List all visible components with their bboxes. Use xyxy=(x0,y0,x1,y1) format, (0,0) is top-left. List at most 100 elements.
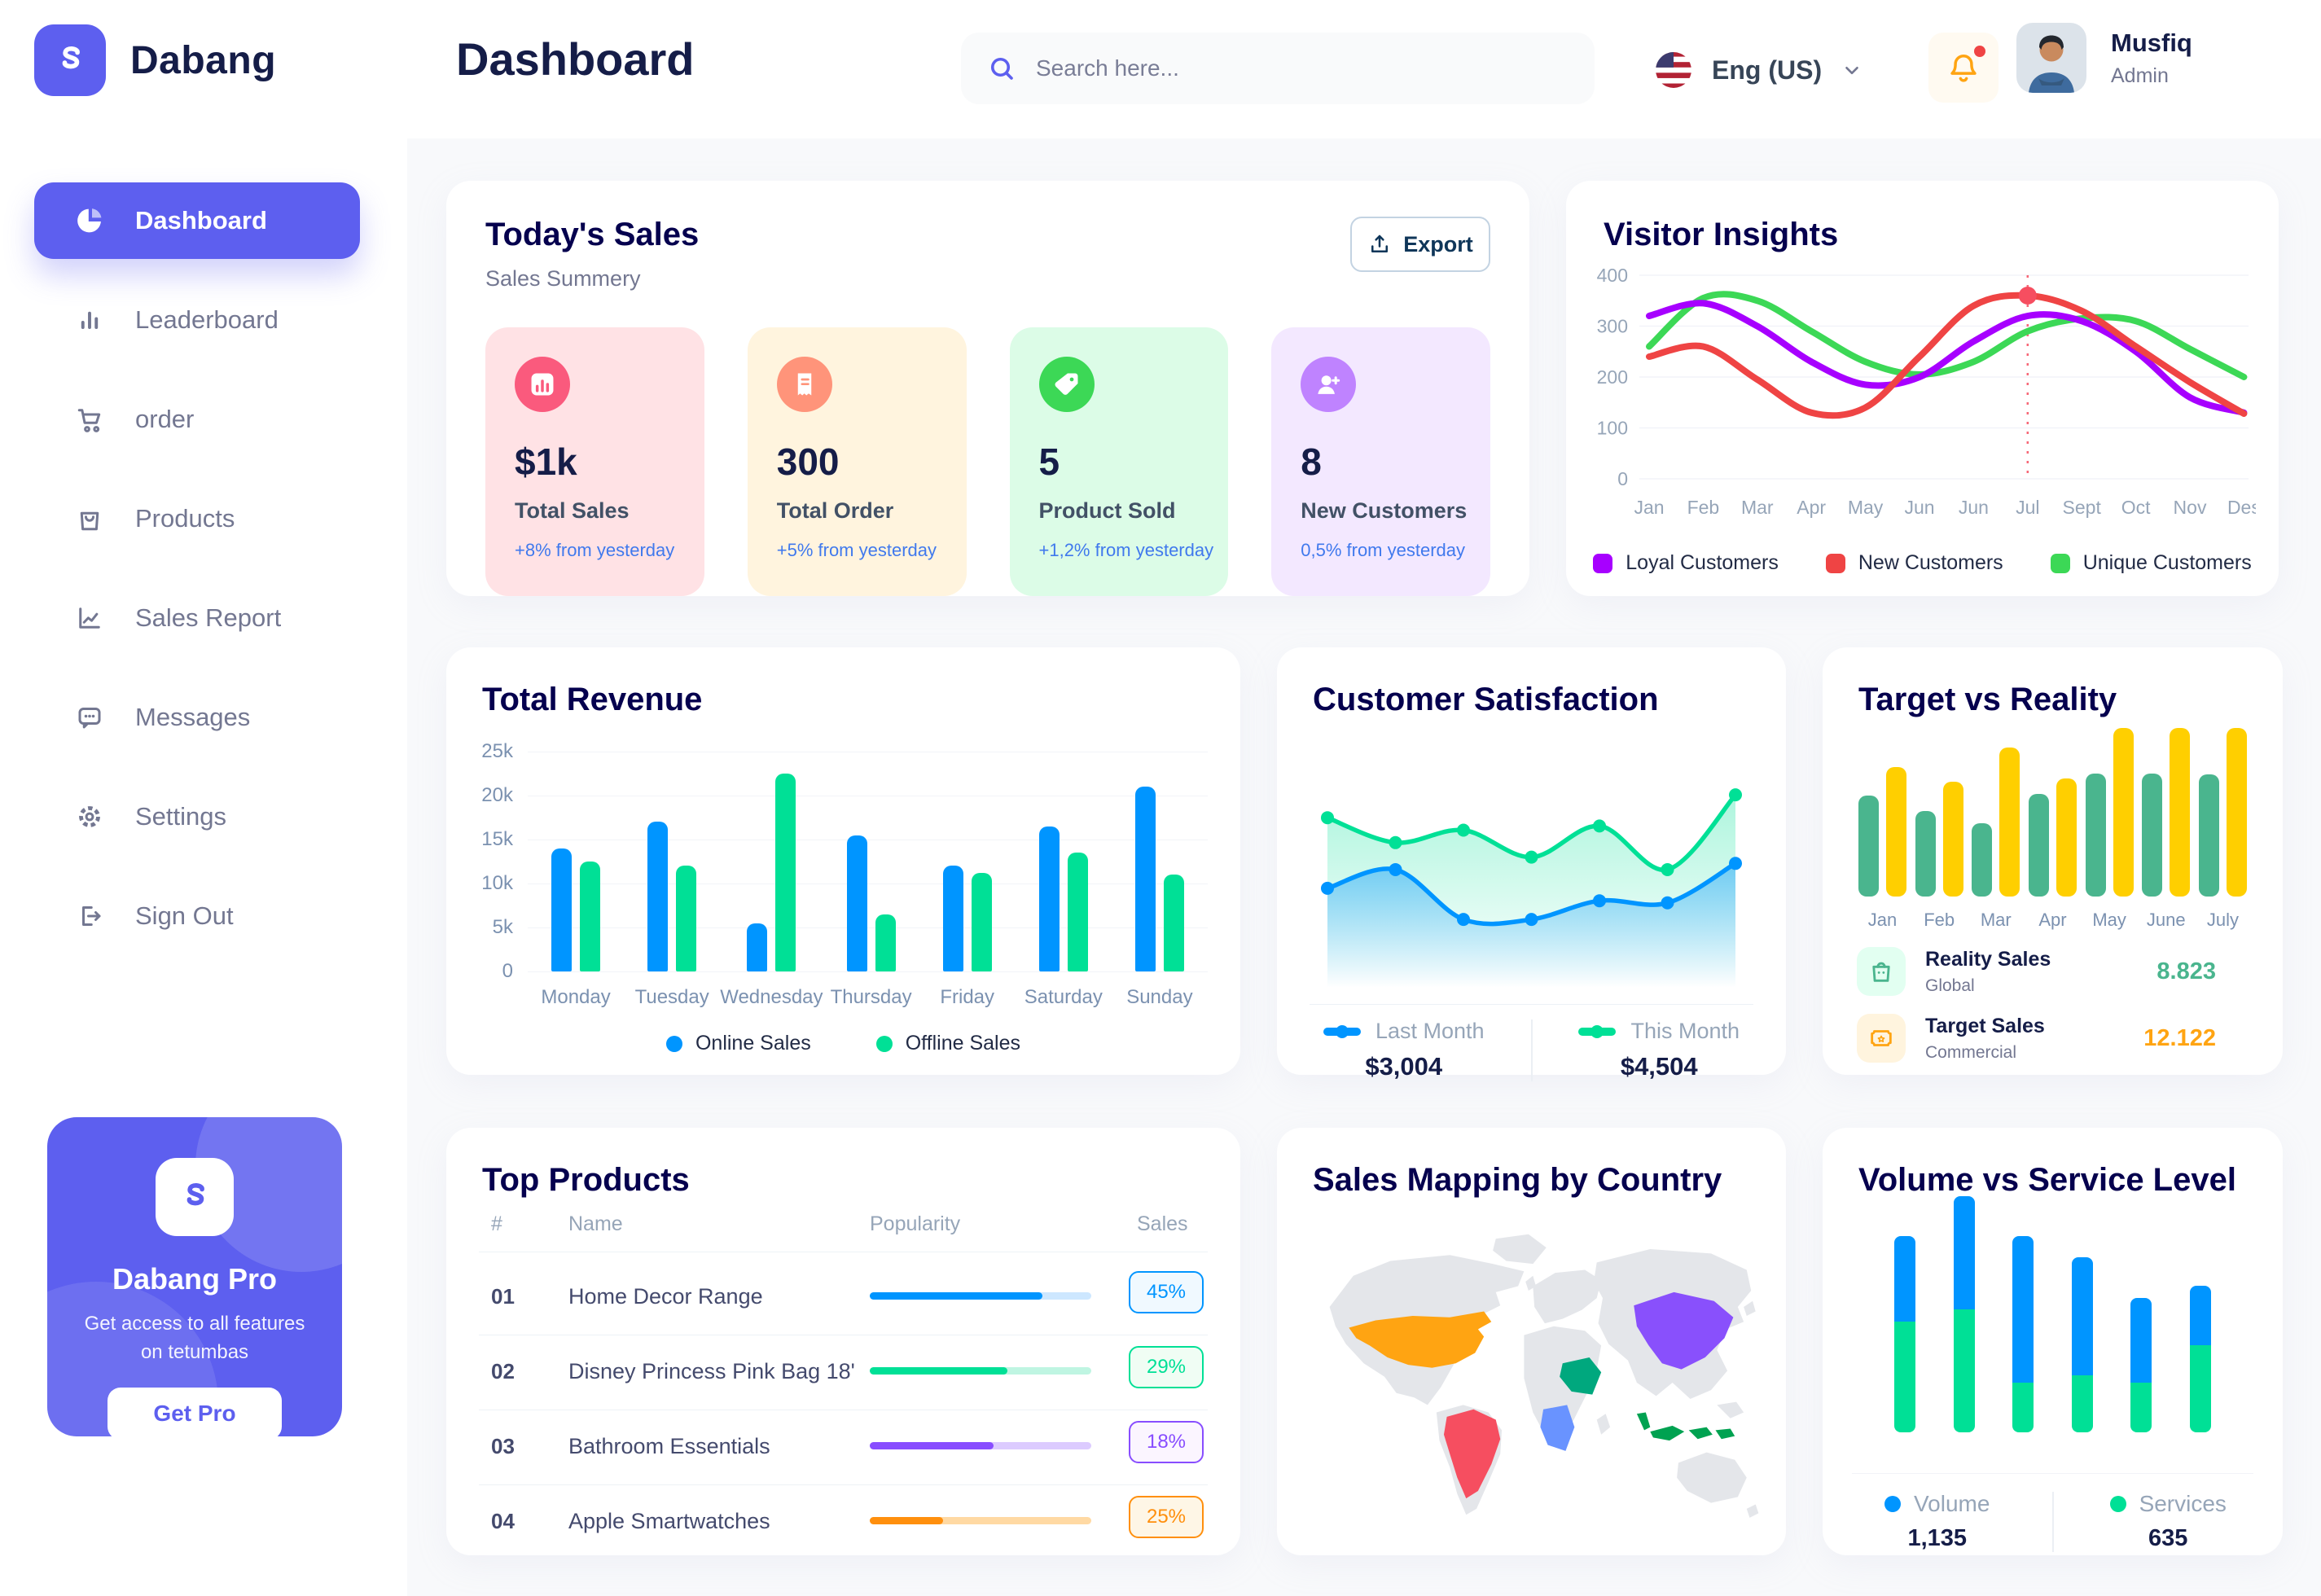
popularity-bar xyxy=(870,1442,1091,1449)
sidebar-nav: Dashboard Leaderboard order Products Sal… xyxy=(34,182,360,977)
legend-item: Loyal Customers xyxy=(1593,551,1779,575)
legend-target-sales: Target Sales Commercial 12.122 xyxy=(1857,1009,2249,1068)
notifications-button[interactable] xyxy=(1928,33,1999,103)
popularity-bar xyxy=(870,1292,1091,1300)
stat-card-total-sales: $1k Total Sales +8% from yesterday xyxy=(485,327,704,596)
legend-label: Services xyxy=(2139,1491,2227,1516)
svg-text:Jul: Jul xyxy=(2016,497,2039,518)
table-row: 04 Apple Smartwatches 25% xyxy=(446,1486,1240,1559)
revenue-legend: Online Sales Offline Sales xyxy=(446,1032,1240,1055)
export-button[interactable]: Export xyxy=(1350,217,1490,272)
message-icon xyxy=(78,708,101,729)
legend-item: Unique Customers xyxy=(2050,551,2252,575)
services-dot xyxy=(2109,1496,2126,1512)
todays-sales-card: Today's Sales Sales Summery Export $1k T… xyxy=(446,181,1529,596)
world-map xyxy=(1301,1209,1762,1535)
revenue-day-group: Sunday xyxy=(1112,752,1208,1009)
todays-sales-heading: Today's Sales Sales Summery xyxy=(485,217,699,292)
sidebar-item-label: Messages xyxy=(135,703,251,731)
svg-text:300: 300 xyxy=(1597,316,1628,337)
row-id: 01 xyxy=(491,1284,515,1309)
sidebar-item-sales-report[interactable]: Sales Report xyxy=(34,580,360,656)
profile-name: Musfiq xyxy=(2111,28,2192,57)
volume-vs-service-card: Volume vs Service Level xyxy=(1823,1128,2283,1555)
row-name: Apple Smartwatches xyxy=(568,1509,770,1533)
volume-service-bars xyxy=(1894,1196,2211,1432)
legend-item: Offline Sales xyxy=(875,1032,1020,1055)
col-sales: Sales xyxy=(1137,1212,1188,1235)
visitor-insights-legend: Loyal Customers New Customers Unique Custo… xyxy=(1566,551,2279,575)
stat-value: 5 xyxy=(1038,441,1060,483)
sidebar-item-dashboard[interactable]: Dashboard xyxy=(34,182,360,259)
svg-text:Des: Des xyxy=(2227,497,2256,518)
divider xyxy=(479,1484,1208,1485)
sidebar-item-label: Products xyxy=(135,504,235,533)
legend-this-month: This Month $4,504 xyxy=(1533,1019,1787,1081)
sales-badge: 18% xyxy=(1129,1421,1204,1463)
gear-icon xyxy=(79,806,100,827)
profile-texts: Musfiq Admin xyxy=(2111,28,2192,88)
row-name: Bathroom Essentials xyxy=(568,1434,770,1458)
customer-satisfaction-chart xyxy=(1310,743,1753,996)
country-dr-congo xyxy=(1540,1405,1575,1451)
volume-service-bar xyxy=(2012,1236,2034,1432)
table-row: 03 Bathroom Essentials 18% xyxy=(446,1411,1240,1484)
export-label: Export xyxy=(1403,231,1473,256)
col-name: Name xyxy=(568,1212,623,1235)
volume-service-bar xyxy=(2071,1257,2093,1432)
stat-card-new-customers: 8 New Customers 0,5% from yesterday xyxy=(1271,327,1490,596)
legend-tag: Global xyxy=(1925,976,1975,995)
get-pro-button[interactable]: Get Pro xyxy=(107,1388,282,1436)
total-revenue-card: Total Revenue 0 5k 10k 15k 20k 25k Monday Tue… xyxy=(446,647,1240,1075)
legend-name: Reality Sales xyxy=(1925,947,2051,971)
legend-label: Last Month xyxy=(1375,1019,1485,1043)
country-china xyxy=(1634,1291,1734,1370)
search-icon xyxy=(990,57,1013,80)
legend-item: Online Sales xyxy=(665,1032,811,1055)
sidebar-item-settings[interactable]: Settings xyxy=(34,778,360,855)
profile-menu[interactable]: Musfiq Admin xyxy=(2016,23,2321,93)
sidebar-item-messages[interactable]: Messages xyxy=(34,679,360,756)
bag-icon xyxy=(80,511,99,531)
legend-label: This Month xyxy=(1630,1019,1740,1043)
sidebar-item-leaderboard[interactable]: Leaderboard xyxy=(34,282,360,358)
header: Dashboard Eng (US) xyxy=(407,0,2321,138)
language-selector[interactable]: Eng (US) xyxy=(1655,37,1863,103)
chevron-down-icon xyxy=(1845,66,1858,75)
volume-service-bar xyxy=(2130,1297,2152,1432)
legend-volume: Volume 1,135 xyxy=(1823,1491,2052,1552)
stat-value: 8 xyxy=(1301,441,1322,483)
legend-name: Target Sales xyxy=(1925,1014,2045,1037)
sidebar-item-sign-out[interactable]: Sign Out xyxy=(34,878,360,954)
leaderboard-icon xyxy=(81,311,99,329)
svg-text:May: May xyxy=(1848,497,1884,518)
svg-text:Jun: Jun xyxy=(1904,497,1934,518)
search-input[interactable] xyxy=(1034,55,1542,82)
bell-icon xyxy=(1950,54,1977,82)
target-reality-group: May xyxy=(2085,726,2134,931)
sales-badge: 29% xyxy=(1129,1346,1204,1388)
card-title: Total Revenue xyxy=(482,682,703,717)
legend-value: $4,504 xyxy=(1620,1052,1698,1081)
notification-dot xyxy=(1974,46,1985,57)
tag-icon xyxy=(1038,357,1095,412)
legend-label: Volume xyxy=(1914,1491,1990,1516)
sidebar-item-label: Leaderboard xyxy=(135,305,279,334)
sidebar-item-order[interactable]: order xyxy=(34,381,360,458)
target-reality-group: Feb xyxy=(1915,726,1963,931)
sidebar-item-products[interactable]: Products xyxy=(34,480,360,557)
stat-value: $1k xyxy=(515,441,577,483)
target-reality-group: June xyxy=(2142,726,2191,931)
us-flag-icon xyxy=(1656,52,1691,88)
brand: Dabang xyxy=(34,24,276,96)
popularity-bar xyxy=(870,1517,1091,1524)
card-title: Today's Sales xyxy=(485,217,700,252)
target-reality-legend: Reality Sales Global 8.823 Target Sales … xyxy=(1857,942,2249,1076)
card-title: Volume vs Service Level xyxy=(1858,1162,2236,1198)
card-subtitle: Sales Summery xyxy=(485,266,641,291)
promo-subtitle: Get access to all features on tetumbas xyxy=(84,1313,305,1363)
brand-logo-icon xyxy=(34,24,106,96)
revenue-day-group: Thursday xyxy=(823,752,919,1009)
svg-text:0: 0 xyxy=(1617,468,1628,489)
visitor-insights-chart: 0 100 200 300 400 Jan Feb Mar Apr May Jun Jun Jul Sep… xyxy=(1592,259,2261,532)
